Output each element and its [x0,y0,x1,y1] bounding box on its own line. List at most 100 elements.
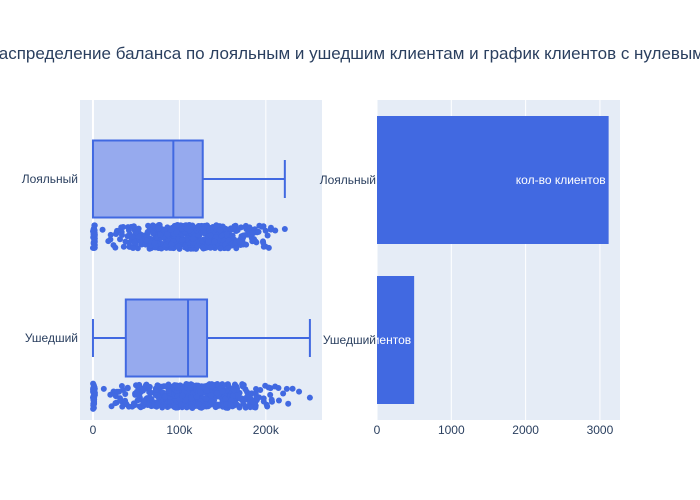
bar-chart-panel: 0 1000 2000 3000 Лояльный кол-во клиентов кол-… [320,100,620,437]
data-point [262,382,269,389]
data-point [262,243,269,250]
data-point [154,382,161,389]
data-point [222,395,229,402]
data-point [172,404,179,411]
data-point [252,404,259,411]
iqr-box [91,139,204,219]
data-point [280,390,287,397]
y-tick-label: Ушедший [25,331,78,345]
data-point [283,385,290,392]
data-point [207,232,214,239]
data-point [228,397,235,404]
x-tick-label: 0 [374,423,381,437]
data-point [115,388,122,395]
data-point [260,395,267,402]
data-point [143,237,150,244]
data-point [149,222,156,229]
data-point [234,401,241,408]
data-point [146,394,153,401]
data-point [161,393,168,400]
data-point [203,387,210,394]
data-point [188,403,195,410]
data-point [209,382,216,389]
data-point [214,390,221,397]
data-point [200,383,207,390]
data-point [105,238,112,245]
data-point [112,230,119,237]
data-point [230,225,237,232]
data-point [230,387,237,394]
data-point [202,395,209,402]
data-point [132,229,139,236]
data-point [224,381,231,388]
x-tick-label: 1000 [438,423,465,437]
data-point [174,384,181,391]
y-tick-label: Лояльный [320,173,376,187]
data-point [130,400,137,407]
bar-text-label: кол-во клиентов [321,333,411,347]
data-point [227,401,234,408]
data-point [167,399,174,406]
data-point [249,398,256,405]
y-tick-label: Лояльный [22,172,78,186]
data-point [208,398,215,405]
data-point [112,400,119,407]
data-point [262,227,269,234]
data-point [157,231,164,238]
data-point [154,401,161,408]
data-point [275,397,282,404]
data-point [281,226,288,233]
data-point [183,225,190,232]
data-point [213,402,220,409]
data-point [267,224,274,231]
data-point [122,400,129,407]
box-plot-panel: 0 100k 200k Лояльный Ушедший [22,100,322,437]
data-point [173,228,180,235]
data-point [211,238,218,245]
data-point [147,389,154,396]
data-point [253,393,260,400]
data-point [188,395,195,402]
data-point [134,245,141,252]
iqr-box [124,298,209,378]
data-point [164,231,171,238]
data-point [168,241,175,248]
data-point [182,244,189,251]
data-point [229,232,236,239]
data-point [136,392,143,399]
data-point [243,241,250,248]
data-point [207,392,214,399]
data-point [120,224,127,231]
data-point [178,225,185,232]
bar [377,116,609,244]
bar-text-label: кол-во клиентов [516,173,606,187]
data-point [151,239,158,246]
y-tick-label: Ушедший [323,333,376,347]
data-point [155,225,162,232]
data-point [136,381,143,388]
data-point [247,404,254,411]
data-point [275,385,282,392]
data-point [233,245,240,252]
data-point [264,232,271,239]
data-point [213,222,220,229]
x-tick-label: 200k [253,423,280,437]
data-point [267,391,274,398]
data-point [306,394,313,401]
data-point [251,236,258,243]
data-point [263,401,270,408]
data-point [243,394,250,401]
x-tick-label: 3000 [587,423,614,437]
data-point [197,389,204,396]
data-point [272,227,279,234]
data-point [140,387,147,394]
data-point [179,392,186,399]
data-point [131,239,138,246]
data-point [212,234,219,241]
data-point [129,233,136,240]
data-point [107,391,114,398]
data-point [91,389,98,396]
data-point [217,227,224,234]
data-point [204,383,211,390]
